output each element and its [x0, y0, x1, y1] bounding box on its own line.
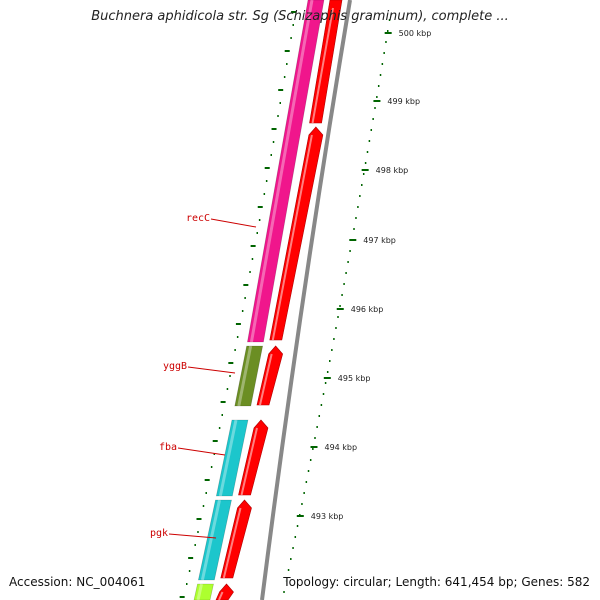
reverse-cds-segment: [215, 583, 234, 600]
scale-tick-label: 500 kbp: [399, 29, 432, 38]
gene-block-highlight: [237, 345, 253, 407]
reverse-cds-highlight: [259, 353, 273, 406]
gene-label-leader: [187, 366, 236, 374]
gene-block-highlight: [196, 583, 203, 600]
reverse-cds-highlight: [311, 7, 334, 124]
gene-label-recC[interactable]: recC: [186, 213, 210, 224]
genome-summary-text: Topology: circular; Length: 641,454 bp; …: [283, 575, 590, 589]
gene-label-leader: [177, 447, 226, 456]
reverse-cds-highlight: [240, 427, 258, 496]
accession-text: Accession: NC_004061: [9, 575, 146, 589]
backbone-line: [260, 0, 352, 600]
map-title: Buchnera aphidicola str. Sg (Schizaphis …: [91, 9, 509, 24]
gene-label-pgk[interactable]: pgk: [150, 528, 168, 539]
scale-tick-label: 493 kbp: [311, 512, 344, 521]
gene-block-highlight: [218, 419, 238, 497]
scale-tick-label: 495 kbp: [338, 374, 371, 383]
gene-block-pgk: [198, 499, 232, 581]
reverse-cds-highlight: [218, 591, 224, 600]
gene-block-highlight: [200, 499, 221, 581]
gene-label-leader: [168, 533, 217, 539]
gene-block-bottom: [193, 583, 214, 600]
gene-block-yggB: [234, 345, 264, 407]
gene-block-fba: [215, 419, 249, 497]
gene-block-recC: [247, 0, 325, 343]
scale-tick-label: 496 kbp: [351, 305, 384, 314]
scale-tick-label: 494 kbp: [324, 443, 357, 452]
gene-label-yggB[interactable]: yggB: [163, 361, 187, 372]
gene-label-fba[interactable]: fba: [159, 442, 177, 453]
reverse-cds-highlight: [271, 134, 313, 341]
reverse-cds-highlight: [222, 507, 242, 579]
gene-label-leader: [210, 218, 257, 228]
gene-block-highlight: [249, 0, 314, 343]
scale-tick-label: 498 kbp: [376, 166, 409, 175]
scale-tick-label: 499 kbp: [387, 97, 420, 106]
scale-tick-label: 497 kbp: [363, 236, 396, 245]
